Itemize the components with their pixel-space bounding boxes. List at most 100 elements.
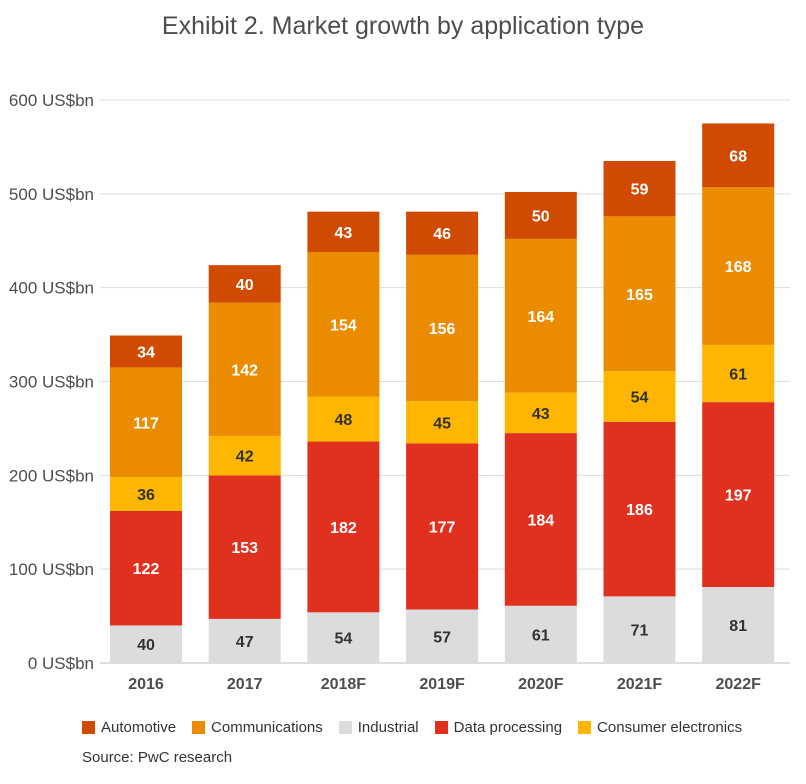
bar-segment-communications: [208, 302, 281, 436]
bar-stack: 47 153 42 142 40: [208, 265, 281, 663]
data-label: 168: [725, 259, 752, 276]
bar-segment-consumer-electronics: [406, 401, 479, 444]
data-label: 165: [626, 287, 653, 304]
legend-label: Data processing: [453, 719, 563, 736]
x-tick-label: 2020F: [518, 676, 564, 693]
data-label: 54: [631, 390, 649, 407]
data-label: 40: [137, 637, 155, 654]
y-tick-label: 100 US$bn: [9, 560, 94, 579]
legend-swatch: [434, 721, 448, 734]
bar-stack: 61 184 43 164 50: [504, 191, 577, 663]
data-label: 34: [137, 344, 155, 361]
data-label: 184: [527, 512, 554, 529]
bar-segment-automotive: [504, 191, 577, 239]
data-label: 186: [626, 502, 653, 519]
data-label: 122: [133, 561, 160, 578]
x-tick-label: 2018F: [321, 676, 367, 693]
bar-stack: 40 122 36 117 34: [110, 335, 182, 663]
x-tick-label: 2016: [128, 676, 164, 693]
bar-segment-industrial: [702, 586, 775, 663]
y-axis-ticks: 0 US$bn 100 US$bn 200 US$bn 300 US$bn 400 US…: [9, 91, 94, 673]
data-label: 59: [631, 182, 649, 199]
bar-segment-data-processing: [110, 510, 182, 626]
data-label: 57: [433, 629, 451, 646]
data-label: 50: [532, 208, 550, 225]
stacked-bar-chart: 0 US$bn 100 US$bn 200 US$bn 300 US$bn 400 US…: [9, 91, 790, 693]
data-label: 40: [236, 277, 254, 294]
legend-item-industrial: Industrial: [338, 719, 419, 736]
bar-segment-data-processing: [208, 475, 281, 619]
bar-segment-automotive: [110, 335, 182, 368]
legend-item-consumer-electronics: Consumer electronics: [578, 719, 742, 736]
bar-segment-automotive: [603, 160, 676, 217]
bar-segment-industrial: [307, 612, 380, 663]
bar-segment-consumer-electronics: [504, 392, 577, 434]
legend-item-communications: Communications: [192, 719, 323, 736]
data-label: 81: [729, 618, 747, 635]
y-tick-label: 0 US$bn: [28, 654, 94, 673]
bar-segment-industrial: [603, 596, 676, 663]
y-tick-label: 500 US$bn: [9, 185, 94, 204]
data-label: 54: [335, 631, 353, 648]
bar-segment-communications: [504, 238, 577, 393]
x-tick-label: 2017: [227, 676, 263, 693]
data-label: 61: [532, 627, 550, 644]
data-label: 177: [429, 519, 456, 536]
legend-label: Communications: [211, 719, 323, 736]
bar-segment-communications: [307, 252, 380, 397]
data-label: 71: [631, 623, 649, 640]
data-label: 42: [236, 449, 254, 466]
legend-swatch: [82, 721, 95, 734]
data-label: 46: [433, 226, 451, 243]
data-label: 43: [532, 406, 550, 423]
legend-label: Industrial: [357, 719, 419, 736]
bar-segment-consumer-electronics: [110, 477, 182, 511]
data-label: 182: [330, 520, 357, 537]
bar-segment-automotive: [307, 211, 380, 253]
x-tick-label: 2021F: [617, 676, 663, 693]
bar-segment-automotive: [406, 211, 479, 255]
bar-segment-automotive: [702, 123, 775, 188]
source-note: Source: PwC research: [82, 749, 233, 766]
bar-segment-industrial: [208, 618, 281, 663]
bar-stack: 57 177 45 156 46: [406, 211, 479, 663]
bar-stack: 71 186 54 165 59: [603, 160, 676, 663]
data-label: 153: [231, 540, 258, 557]
bar-segment-data-processing: [504, 433, 577, 606]
bar-segment-consumer-electronics: [603, 371, 676, 422]
bar-segment-communications: [603, 216, 676, 372]
bar-segment-consumer-electronics: [208, 435, 281, 476]
data-label: 43: [335, 225, 353, 242]
bar-segment-data-processing: [406, 443, 479, 610]
data-label: 197: [725, 488, 752, 505]
legend-item-automotive: Automotive: [82, 719, 176, 736]
x-tick-label: 2022F: [716, 676, 762, 693]
legend: Automotive Communications Industrial Data p…: [82, 719, 758, 736]
bar-segment-industrial: [406, 609, 479, 663]
data-label: 45: [433, 415, 451, 432]
bar-segment-automotive: [208, 265, 281, 303]
bar-segment-data-processing: [307, 441, 380, 613]
chart-title: Exhibit 2. Market growth by application …: [161, 12, 645, 40]
bar-segment-communications: [702, 187, 775, 345]
bar-segment-communications: [406, 254, 479, 402]
data-label: 117: [133, 415, 159, 432]
legend-label: Automotive: [101, 719, 177, 736]
legend-swatch: [192, 721, 206, 734]
bar-stack: 81 197 61 168 68: [702, 123, 775, 663]
data-label: 154: [330, 317, 357, 334]
bar-segment-industrial: [110, 625, 182, 663]
data-label: 36: [137, 487, 155, 504]
x-axis-ticks: 2016 2017 2018F 2019F 2020F 2021F 2022F: [128, 676, 761, 693]
data-label: 68: [729, 148, 747, 165]
bar-stack: 54 182 48 154 43: [307, 211, 380, 663]
data-label: 47: [236, 634, 254, 651]
data-label: 48: [335, 412, 353, 429]
bar-segment-consumer-electronics: [702, 344, 775, 403]
y-tick-label: 300 US$bn: [9, 373, 94, 392]
y-tick-label: 200 US$bn: [9, 466, 94, 485]
y-tick-label: 400 US$bn: [9, 279, 94, 298]
legend-swatch: [338, 721, 352, 734]
legend-label: Consumer electronics: [597, 719, 743, 736]
bars: 40 122 36 117 34 47 153 42 142 40 54 182 48 154 43 57 17…: [110, 123, 775, 663]
